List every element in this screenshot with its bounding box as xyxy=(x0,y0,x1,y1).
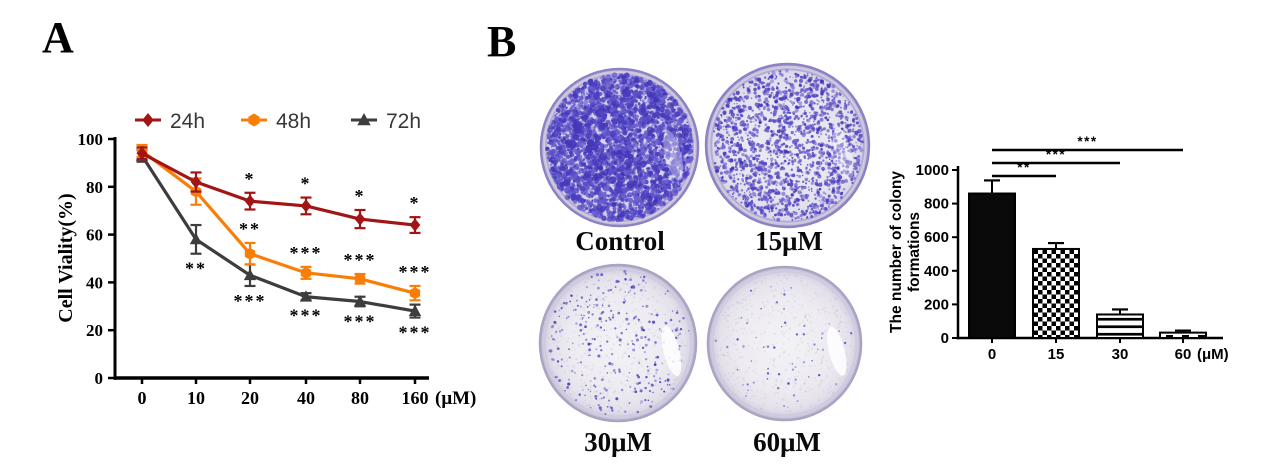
cell-viability-line-chart: 0 20 40 60 80 100 0 10 20 40 80 160 (μM) Cell Viality… xyxy=(55,110,476,409)
svg-text:160: 160 xyxy=(402,388,429,408)
panel-a-label: A xyxy=(42,13,74,62)
svg-text:***: *** xyxy=(399,323,432,343)
petri-dish-15um xyxy=(703,61,872,230)
svg-text:***: *** xyxy=(234,291,267,311)
svg-text:(μM): (μM) xyxy=(435,388,476,409)
svg-text:0: 0 xyxy=(138,388,147,408)
svg-text:***: *** xyxy=(290,243,323,263)
svg-text:60: 60 xyxy=(86,226,103,245)
petri-dish-control xyxy=(538,66,701,229)
svg-text:10: 10 xyxy=(187,388,205,408)
svg-text:80: 80 xyxy=(351,388,369,408)
svg-text:*: * xyxy=(301,174,312,194)
svg-text:20: 20 xyxy=(86,321,103,340)
svg-text:72h: 72h xyxy=(386,110,421,133)
dish-label: 60μM xyxy=(753,427,821,457)
panel-b-label: B xyxy=(487,17,517,66)
svg-text:80: 80 xyxy=(86,178,103,197)
svg-text:**: ** xyxy=(185,259,207,279)
svg-text:24h: 24h xyxy=(170,110,205,133)
dish-label: Control xyxy=(575,226,665,256)
svg-text:Cell Viality(%): Cell Viality(%) xyxy=(55,193,77,322)
svg-text:***: *** xyxy=(344,311,377,331)
svg-text:***: *** xyxy=(399,262,432,282)
svg-text:48h: 48h xyxy=(276,110,311,133)
svg-text:40: 40 xyxy=(86,273,103,292)
svg-text:***: *** xyxy=(344,250,377,270)
svg-text:20: 20 xyxy=(241,388,259,408)
svg-text:100: 100 xyxy=(78,130,104,149)
svg-text:**: ** xyxy=(239,219,261,239)
svg-text:0: 0 xyxy=(95,369,104,388)
svg-text:*: * xyxy=(355,186,366,206)
petri-dish-30um xyxy=(537,262,699,424)
svg-text:*: * xyxy=(410,193,421,213)
dish-label: 30μM xyxy=(584,427,652,457)
petri-dish-60um xyxy=(705,264,864,423)
svg-text:40: 40 xyxy=(297,388,315,408)
svg-text:***: *** xyxy=(290,305,323,325)
dish-label: 15μM xyxy=(755,226,823,256)
svg-text:*: * xyxy=(245,169,256,189)
